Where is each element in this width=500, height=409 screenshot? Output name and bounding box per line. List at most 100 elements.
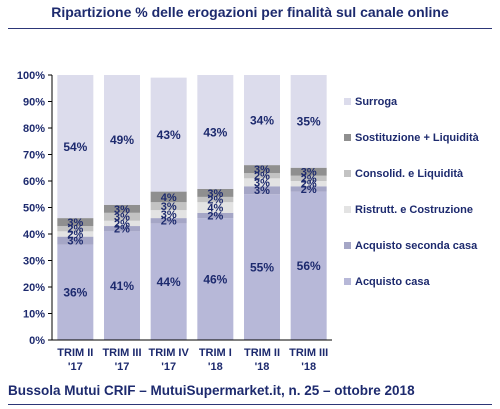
y-tick-label: 40% xyxy=(23,229,45,241)
bar-segment xyxy=(57,75,94,219)
data-label: 36% xyxy=(63,286,87,300)
y-tick-label: 80% xyxy=(23,123,45,135)
bar-segment xyxy=(104,226,140,232)
bar-segment xyxy=(104,212,140,221)
bar-segment xyxy=(104,75,140,205)
bar-segment xyxy=(150,218,187,224)
bar-segment xyxy=(290,75,327,168)
bar-segment xyxy=(197,188,234,197)
data-label: 3% xyxy=(207,188,223,200)
bar-segment xyxy=(150,223,187,340)
bar-segment xyxy=(104,204,140,213)
y-tick-label: 30% xyxy=(23,256,45,268)
data-label: 34% xyxy=(250,113,274,127)
x-tick-label-year: '18 xyxy=(208,361,223,373)
y-tick-label: 90% xyxy=(23,97,45,109)
footer-divider xyxy=(8,404,492,405)
y-tick-label: 20% xyxy=(23,282,45,294)
bar-segment xyxy=(104,220,140,227)
bar-segment xyxy=(290,181,327,187)
bar-segment xyxy=(197,218,234,340)
data-label: 3% xyxy=(67,217,83,229)
x-tick-label-year: '17 xyxy=(161,361,176,373)
data-label: 3% xyxy=(67,236,83,248)
data-label: 2% xyxy=(301,173,317,185)
data-label: 43% xyxy=(203,125,227,139)
legend-swatch xyxy=(344,98,351,105)
data-label: 2% xyxy=(301,184,317,196)
data-label: 2% xyxy=(67,229,83,241)
stacked-bar-chart: 0% 10% 20% 30% 40% 50% 60% 70% 80% 90% 100% TRIM II… xyxy=(17,70,480,373)
bars-layer xyxy=(57,75,327,340)
legend-swatch xyxy=(344,134,351,141)
y-tick-label: 10% xyxy=(23,309,45,321)
legend-label: Ristrutt. e Costruzione xyxy=(355,204,473,216)
bar-segment xyxy=(150,77,187,192)
bar-segment xyxy=(197,212,234,219)
chart-title: Ripartizione % delle erogazioni per fina… xyxy=(51,4,449,20)
legend-label: Acquisto casa xyxy=(355,276,430,288)
data-label: 54% xyxy=(63,140,87,154)
data-label: 3% xyxy=(161,209,177,221)
bar-segment xyxy=(290,175,327,181)
bar-segment xyxy=(150,210,187,219)
y-tick-label: 70% xyxy=(23,150,45,162)
data-label: 56% xyxy=(297,259,321,273)
data-label: 3% xyxy=(301,167,317,179)
data-label: 3% xyxy=(254,164,270,176)
x-tick-label: TRIM III xyxy=(289,347,328,359)
bar-segment xyxy=(104,231,140,340)
title-divider xyxy=(8,28,492,29)
y-tick-label: 0% xyxy=(29,335,45,347)
data-label: 3% xyxy=(254,185,270,197)
bar-segment xyxy=(197,75,234,189)
data-label: 3% xyxy=(114,204,130,216)
y-tick-label: 50% xyxy=(23,203,45,215)
data-label: 2% xyxy=(67,224,83,236)
x-tick-label: TRIM II xyxy=(244,347,280,359)
bar-segment xyxy=(150,202,187,211)
data-label: 3% xyxy=(254,177,270,189)
x-tick-label-year: '18 xyxy=(301,361,316,373)
labels-layer: 36%3%2%2%3%54%41%2%2%3%3%49%44%2%3%3%4%4… xyxy=(63,113,321,299)
bar-segment xyxy=(244,194,280,340)
bar-segment xyxy=(244,186,280,195)
x-tick-label-year: '17 xyxy=(68,361,83,373)
legend-swatch xyxy=(344,206,351,213)
bar-segment xyxy=(57,244,94,340)
data-label: 3% xyxy=(114,212,130,224)
data-label: 2% xyxy=(254,171,270,183)
data-label: 41% xyxy=(110,279,134,293)
x-tick-label-year: '17 xyxy=(115,361,130,373)
bar-segment xyxy=(290,186,327,192)
data-label: 44% xyxy=(157,275,181,289)
bar-segment xyxy=(57,218,94,227)
legend: Surroga Sostituzione + Liquidità Consolid.… xyxy=(344,96,480,288)
source-footer: Bussola Mutui CRIF – MutuiSupermarket.it… xyxy=(8,383,415,398)
data-label: 2% xyxy=(114,224,130,236)
legend-label: Acquisto seconda casa xyxy=(355,240,478,252)
legend-label: Consolid. e Liquidità xyxy=(355,168,464,180)
data-label: 2% xyxy=(161,216,177,228)
data-label: 4% xyxy=(207,202,223,214)
bar-segment xyxy=(290,167,327,176)
x-tick-label: TRIM I xyxy=(199,347,232,359)
data-label: 49% xyxy=(110,133,134,147)
bar-segment xyxy=(57,231,94,237)
y-tick-label: 100% xyxy=(17,70,45,82)
legend-swatch xyxy=(344,242,351,249)
data-label: 2% xyxy=(301,179,317,191)
axis-layer: 0% 10% 20% 30% 40% 50% 60% 70% 80% 90% 100% TRIM II… xyxy=(17,70,332,373)
data-label: 35% xyxy=(297,115,321,129)
x-tick-label: TRIM IV xyxy=(148,347,189,359)
data-label: 43% xyxy=(157,128,181,142)
legend-label: Surroga xyxy=(355,96,398,108)
data-label: 4% xyxy=(161,192,177,204)
data-label: 46% xyxy=(203,272,227,286)
data-label: 3% xyxy=(161,201,177,213)
bar-segment xyxy=(57,236,94,245)
legend-swatch xyxy=(344,278,351,285)
bar-segment xyxy=(244,173,280,179)
data-label: 2% xyxy=(207,210,223,222)
legend-swatch xyxy=(344,170,351,177)
